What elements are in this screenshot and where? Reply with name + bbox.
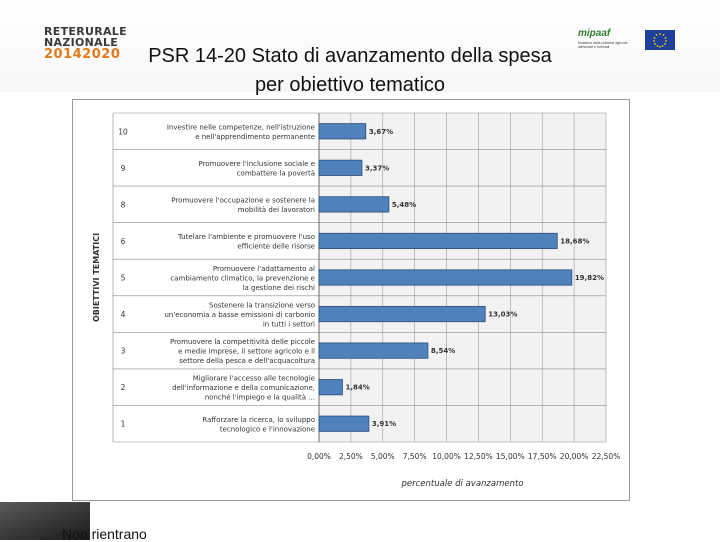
page-title: PSR 14-20 Stato di avanzamento della spe…: [108, 42, 592, 100]
category-label: Promuovere l'adattamento al: [213, 265, 315, 273]
category-label: Promuovere la competitività delle piccol…: [170, 338, 315, 346]
bar-value-label: 3,37%: [365, 164, 389, 172]
eu-flag-logo: [645, 30, 675, 50]
rete-rurale-logo: RETERURALE NAZIONALE 20142020: [44, 26, 127, 61]
x-tick-label: 15,00%: [496, 452, 525, 461]
x-tick-label: 7,50%: [403, 452, 427, 461]
x-tick-label: 12,50%: [464, 452, 493, 461]
bar-value-label: 3,67%: [369, 128, 393, 136]
bar-chart: 0,00% 2,50% 5,00% 7,50% 10,00% 12,50% 15,00% 17…: [72, 99, 630, 501]
bar: [318, 269, 573, 286]
category-label: e medie imprese, il settore agricolo e i…: [178, 348, 315, 356]
page-title-line-1: PSR 14-20 Stato di avanzamento della spe…: [148, 45, 552, 67]
category-label: efficiente delle risorse: [237, 243, 315, 251]
category-label: Tutelare l'ambiente e promuovere l'uso: [177, 233, 315, 241]
category-label: un'economia a basse emissioni di carboni…: [164, 311, 315, 319]
bar: [318, 305, 486, 323]
logo-line-3: 20142020: [44, 47, 121, 62]
bar-value-label: 13,03%: [488, 311, 517, 319]
x-tick-label: 2,50%: [339, 452, 363, 461]
bar-value-label: 3,91%: [372, 420, 396, 428]
bar-value-label: 8,54%: [431, 347, 455, 355]
footer-text: Non rientrano: [62, 526, 147, 542]
category-label: in tutti i settori: [263, 321, 315, 329]
bar: [318, 232, 558, 250]
bar-value-label: 5,48%: [392, 201, 416, 209]
page-title-line-2: per obiettivo tematico: [254, 74, 446, 96]
category-label: tecnologico e l'innovazione: [220, 425, 315, 433]
category-code: 5: [121, 274, 126, 283]
bar: [318, 342, 429, 359]
bar-value-label: 18,68%: [560, 237, 589, 245]
category-label: cambiamento climatico, la prevenzione e: [170, 275, 315, 283]
category-label: nonché l'impiego e la qualità ...: [205, 394, 315, 402]
x-tick-label: 10,00%: [432, 452, 461, 461]
logo-line-1: RETERURALE: [44, 25, 127, 38]
eu-stars-icon: [653, 33, 667, 48]
bar: [318, 415, 370, 432]
category-label: Rafforzare la ricerca, lo sviluppo: [202, 416, 315, 424]
header-band: [0, 0, 720, 92]
category-label: Sostenere la transizione verso: [209, 302, 315, 310]
logo-line-2: NAZIONALE: [44, 36, 119, 49]
category-label: e nell'apprendimento permanente: [195, 133, 315, 141]
category-label: Promuovere l'inclusione sociale e: [199, 160, 315, 168]
x-tick-label: 0,00%: [307, 452, 331, 461]
chart-svg: 0,00% 2,50% 5,00% 7,50% 10,00% 12,50% 15,00% 17…: [92, 112, 621, 489]
bar: [318, 196, 390, 213]
category-code: 10: [118, 127, 128, 136]
category-label: settore della pesca e dell'acquacoltura: [179, 357, 315, 365]
x-tick-label: 5,00%: [371, 452, 395, 461]
category-label: Investire nelle competenze, nell'istruzi…: [167, 124, 315, 132]
category-code: 6: [121, 237, 126, 246]
x-tick-label: 17,50%: [528, 452, 557, 461]
category-code: 4: [121, 310, 126, 319]
category-label: Promuovere l'occupazione e sostenere la: [171, 197, 315, 205]
bar: [318, 159, 363, 176]
mipaaf-logo-name: mipaaf: [578, 28, 611, 39]
x-tick-label: 20,00%: [560, 452, 589, 461]
corner-decoration: [0, 502, 90, 540]
mipaaf-logo-sub: Ministero delle politiche agricole alime…: [578, 41, 628, 49]
category-code: 2: [121, 383, 126, 392]
mipaaf-logo: mipaaf Ministero delle politiche agricol…: [578, 28, 638, 49]
category-label: mobilità dei lavoratori: [238, 206, 315, 214]
category-label: la gestione dei rischi: [243, 284, 315, 292]
bar-value-label: 19,82%: [575, 274, 604, 282]
y-axis-title: OBIETTIVI TEMATICI: [92, 233, 101, 322]
category-code: 9: [121, 164, 126, 173]
category-label: dell'informazione e della comunicazione,: [172, 384, 315, 392]
x-axis-title: percentuale di avanzamento: [400, 479, 523, 489]
bar: [318, 379, 343, 396]
category-code: 8: [121, 200, 126, 209]
x-tick-label: 22,50%: [592, 452, 621, 461]
category-label: combattere la povertà: [237, 170, 315, 178]
bar-value-label: 1,84%: [345, 384, 369, 392]
category-code: 3: [121, 347, 126, 356]
bar: [318, 123, 367, 140]
category-label: Migliorare l'accesso alle tecnologie: [193, 375, 315, 383]
category-code: 1: [121, 420, 126, 429]
